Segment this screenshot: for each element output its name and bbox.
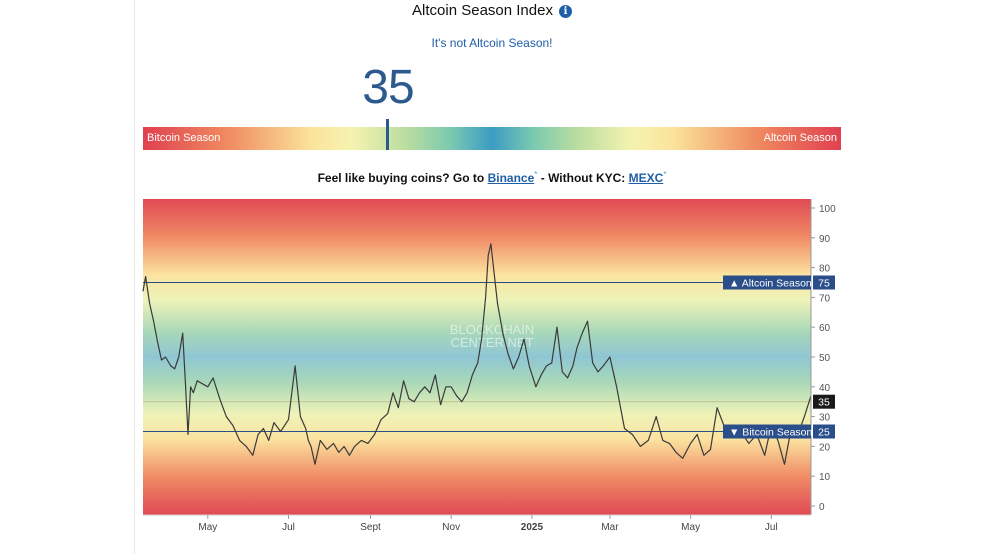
watermark-line2: CENTER.NET <box>450 335 533 350</box>
y-tick-label: 40 <box>819 383 831 394</box>
promo-prefix: Feel like buying coins? Go to <box>317 171 485 185</box>
binance-ref-mark: * <box>534 170 538 179</box>
x-axis: May Jul Sept Nov 2025 Mar May Jul <box>143 514 811 533</box>
promo-middle: - Without KYC: <box>540 171 626 185</box>
x-tick-label: Jul <box>282 522 295 533</box>
info-icon[interactable]: i <box>558 5 572 18</box>
gauge-label-altcoin-season: Altcoin Season <box>763 132 837 144</box>
gauge-needle <box>386 119 390 150</box>
y-tick-label: 0 <box>819 502 825 513</box>
threshold-label-box <box>723 424 811 439</box>
plot-background <box>143 199 811 515</box>
label-layer: ▲ Altcoin Season 75 ▼ Bitcoin Season 25 35 <box>723 275 835 439</box>
page-title: Altcoin Season Index <box>412 2 553 19</box>
status-text: It's not Altcoin Season! <box>431 36 553 50</box>
threshold-value-box <box>813 275 835 290</box>
mexc-link[interactable]: MEXC <box>628 171 664 185</box>
y-tick-label: 50 <box>819 353 831 364</box>
y-tick-label: 70 <box>819 293 831 304</box>
gauge-label-bitcoin-season: Bitcoin Season <box>147 132 221 144</box>
index-value: 35 <box>362 61 414 114</box>
x-tick-label: May <box>681 522 700 533</box>
threshold-layer <box>143 282 811 432</box>
x-tick-label: 2025 <box>521 522 544 533</box>
y-tick-label: 80 <box>819 264 831 275</box>
threshold-label: ▼ Bitcoin Season <box>729 427 813 439</box>
x-tick-label: Mar <box>601 522 619 533</box>
y-tick-label: 10 <box>819 472 831 483</box>
current-value-label: 35 <box>818 397 830 409</box>
threshold-value-label: 75 <box>818 278 830 290</box>
y-axis: 0 10 20 30 40 50 60 70 80 90 100 <box>810 199 836 515</box>
mexc-ref-mark: * <box>663 170 667 179</box>
y-tick-label: 30 <box>819 413 831 424</box>
threshold-label: ▲ Altcoin Season <box>729 278 812 290</box>
index-panel <box>134 0 851 554</box>
current-value-box <box>813 394 835 409</box>
page-title-row: Altcoin Season Index i <box>0 2 984 19</box>
y-tick-label: 100 <box>819 204 836 215</box>
y-tick-label: 60 <box>819 323 831 334</box>
y-tick-label: 20 <box>819 442 831 453</box>
x-tick-label: May <box>198 522 217 533</box>
watermark-line1: BLOCKCHAIN <box>450 322 535 337</box>
threshold-value-label: 25 <box>818 427 830 439</box>
y-tick-label: 90 <box>819 234 831 245</box>
promo-line: Feel like buying coins? Go to Binance* -… <box>0 170 984 185</box>
threshold-value-box <box>813 424 835 439</box>
series-line <box>142 243 812 465</box>
x-tick-label: Jul <box>765 522 778 533</box>
binance-link[interactable]: Binance <box>487 171 535 185</box>
x-tick-label: Sept <box>360 522 381 533</box>
x-tick-label: Nov <box>442 522 460 533</box>
threshold-label-box <box>723 275 811 290</box>
season-gauge: Bitcoin Season Altcoin Season <box>143 119 841 150</box>
